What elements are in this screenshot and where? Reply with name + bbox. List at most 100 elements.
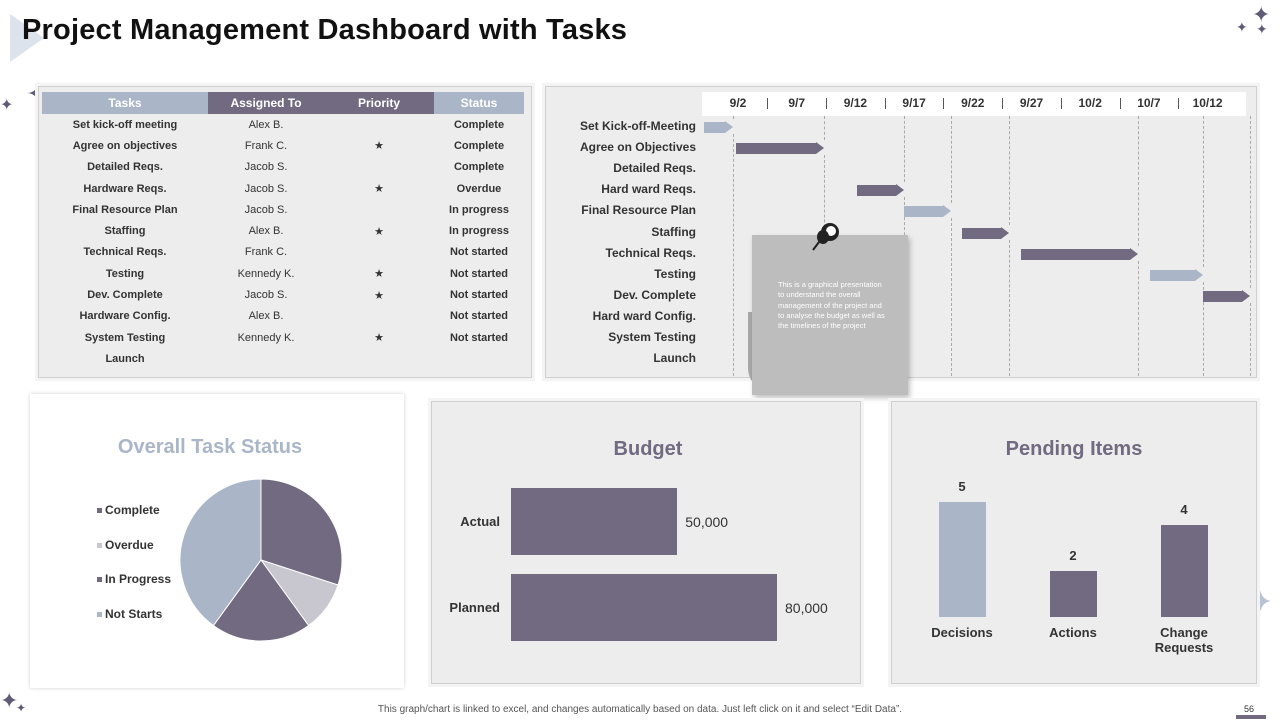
priority-cell <box>324 157 434 178</box>
sticky-note <box>752 235 908 395</box>
push-pin-icon <box>812 223 839 251</box>
footer-note: This graph/chart is linked to excel, and… <box>377 704 903 715</box>
tasks-panel <box>38 86 532 378</box>
assigned-cell: Alex B. <box>248 225 284 238</box>
table-row: Detailed Reqs. Jacob S. Complete <box>42 157 524 178</box>
task-cell: Dev. Complete <box>87 289 163 302</box>
budget-bar <box>511 488 678 555</box>
pending-bar <box>1049 571 1097 617</box>
table-row: Hardware Reqs. Jacob S. ★ Overdue <box>42 178 524 199</box>
note-text: This is a graphical presentation to unde… <box>778 280 885 331</box>
assigned-cell: Kennedy K. <box>237 267 295 280</box>
status-cell: Not started <box>449 246 509 259</box>
priority-cell <box>324 242 434 263</box>
gantt-date-header: 9/2 9/7 9/12 9/17 9/22 9/27 10/2 10/7 10/12 <box>702 92 1246 116</box>
task-cell: Technical Reqs. <box>83 246 167 259</box>
table-row: Testing Kennedy K. ★ Not started <box>42 263 524 284</box>
legend-swatch <box>97 542 102 548</box>
task-cell: Launch <box>105 352 145 365</box>
pending-value-label: 5 <box>958 479 966 494</box>
sparkle-icon: ✦ <box>1236 19 1248 35</box>
budget-category-label: Planned <box>449 600 500 615</box>
table-header-row: Tasks Assigned To Priority Status <box>42 92 524 114</box>
budget-value-label: 50,000 <box>685 514 729 530</box>
legend-item: Not Starts <box>97 607 162 621</box>
gantt-date-separator <box>943 98 945 109</box>
task-cell: Final Resource Plan <box>72 203 178 216</box>
gantt-date-label: 9/12 <box>843 96 868 110</box>
sparkle-icon: ✦ <box>0 688 19 713</box>
assigned-cell: Jacob S. <box>244 203 288 216</box>
pending-chart-title: Pending Items <box>1005 438 1143 460</box>
gantt-date-separator <box>767 98 769 109</box>
status-cell: Not started <box>449 331 509 344</box>
sparkle-icon: ✦ <box>1252 2 1271 27</box>
status-cell: In progress <box>449 203 509 216</box>
status-cell: Overdue <box>456 182 502 195</box>
status-cell: Complete <box>453 139 505 152</box>
tasks-table: Tasks Assigned To Priority Status Set ki… <box>42 92 524 370</box>
sparkle-icon: ✦ <box>1256 21 1268 37</box>
gantt-date-separator <box>1002 98 1004 109</box>
table-row: System Testing Kennedy K. ★ Not started <box>42 327 524 348</box>
gantt-date-separator <box>1060 98 1062 109</box>
pending-category-label: Actions <box>1049 625 1097 640</box>
assigned-cell: Jacob S. <box>244 182 288 195</box>
gantt-date-separator <box>1178 98 1180 109</box>
priority-cell <box>324 306 434 327</box>
pending-bar <box>938 502 986 617</box>
legend-label: Complete <box>105 503 160 517</box>
status-cell: Not started <box>449 310 509 323</box>
gantt-date-label: 10/2 <box>1078 96 1102 110</box>
task-cell: Testing <box>105 267 145 280</box>
page-number-bar <box>1236 715 1266 719</box>
legend-swatch <box>97 577 102 583</box>
gantt-date-label: 9/22 <box>961 96 985 110</box>
table-row: Hardware Config. Alex B. Not started <box>42 306 524 327</box>
priority-cell <box>324 114 434 135</box>
budget-category-label: Actual <box>460 514 500 529</box>
sparkle-icon: ✦ <box>16 701 27 715</box>
pending-value-label: 4 <box>1180 502 1188 517</box>
sparkle-icon: ✦ <box>0 97 14 114</box>
column-header-status: Status <box>434 92 524 114</box>
priority-cell: ★ <box>374 225 384 238</box>
assigned-cell: Kennedy K. <box>237 331 295 344</box>
status-cell: Complete <box>453 118 505 131</box>
assigned-cell: Frank C. <box>244 139 288 152</box>
pie-slice <box>212 559 310 642</box>
task-cell: System Testing <box>84 331 166 344</box>
legend-swatch <box>97 508 102 514</box>
table-row: Final Resource Plan Jacob S. In progress <box>42 199 524 220</box>
budget-value-label: 80,000 <box>785 600 828 616</box>
legend-item: Overdue <box>97 538 154 552</box>
status-cell <box>434 348 524 369</box>
gantt-date-separator <box>826 98 828 109</box>
assigned-cell: Jacob S. <box>244 161 288 174</box>
gantt-date-label: 9/17 <box>902 96 926 110</box>
table-row: Launch <box>42 348 524 369</box>
gantt-date-label: 10/7 <box>1137 96 1161 110</box>
gantt-date-label: 9/27 <box>1019 96 1044 110</box>
pending-bar <box>1160 525 1208 617</box>
budget-chart-title: Budget <box>613 438 683 460</box>
task-cell: Hardware Config. <box>79 310 171 323</box>
priority-cell <box>324 199 434 220</box>
pie-slice <box>260 478 343 586</box>
priority-cell: ★ <box>374 268 384 281</box>
legend-label: Not Starts <box>105 606 163 621</box>
title-accent-shape <box>10 14 44 62</box>
priority-cell: ★ <box>374 183 384 196</box>
column-header-tasks: Tasks <box>42 92 208 114</box>
pie-chart-title: Overall Task Status <box>117 436 303 458</box>
pending-category-label: Change Requests <box>1154 625 1214 655</box>
task-cell: Staffing <box>104 225 146 238</box>
priority-cell: ★ <box>374 140 384 153</box>
column-header-priority: Priority <box>324 92 434 114</box>
status-cell: Not started <box>449 289 509 302</box>
task-cell: Hardware Reqs. <box>83 182 167 195</box>
legend-item: Complete <box>97 503 160 517</box>
table-row: Staffing Alex B. ★ In progress <box>42 220 524 241</box>
pie-slice <box>179 478 262 627</box>
legend-label: Overdue <box>105 537 154 552</box>
